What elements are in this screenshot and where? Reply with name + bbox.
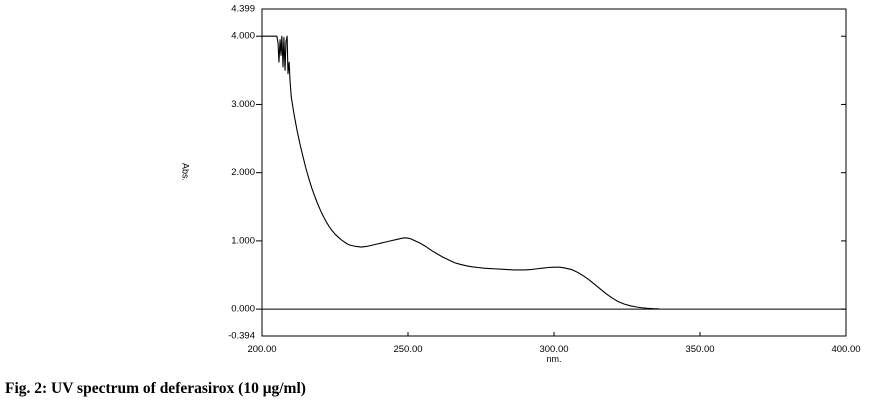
y-tick-label: 4.399 xyxy=(231,4,255,15)
y-axis-label: Abs. xyxy=(181,163,191,181)
y-tick-label: 3.000 xyxy=(231,99,255,110)
figure-caption: Fig. 2: UV spectrum of deferasirox (10 μ… xyxy=(5,380,306,397)
spectrum-line xyxy=(262,35,660,310)
x-tick-label: 200.00 xyxy=(247,344,276,355)
tick-marks xyxy=(256,35,846,336)
y-tick-label: 0.000 xyxy=(231,304,255,315)
x-tick-label: 300.00 xyxy=(539,344,568,355)
uv-spectrum-chart: 4.399 4.000 3.000 2.000 1.000 0.000 -0.394 200.… xyxy=(181,4,861,364)
plot-frame xyxy=(261,8,847,337)
x-tick-label: 250.00 xyxy=(393,344,422,355)
y-tick-label: 2.000 xyxy=(231,167,255,178)
x-tick-label: 400.00 xyxy=(831,344,860,355)
y-tick-label: 4.000 xyxy=(231,31,255,42)
x-tick-label: 350.00 xyxy=(685,344,714,355)
y-tick-label: -0.394 xyxy=(228,331,255,342)
y-tick-label: 1.000 xyxy=(231,235,255,246)
tick-labels: 4.399 4.000 3.000 2.000 1.000 0.000 -0.394 200.… xyxy=(228,4,860,355)
x-axis-label: nm. xyxy=(546,354,561,364)
